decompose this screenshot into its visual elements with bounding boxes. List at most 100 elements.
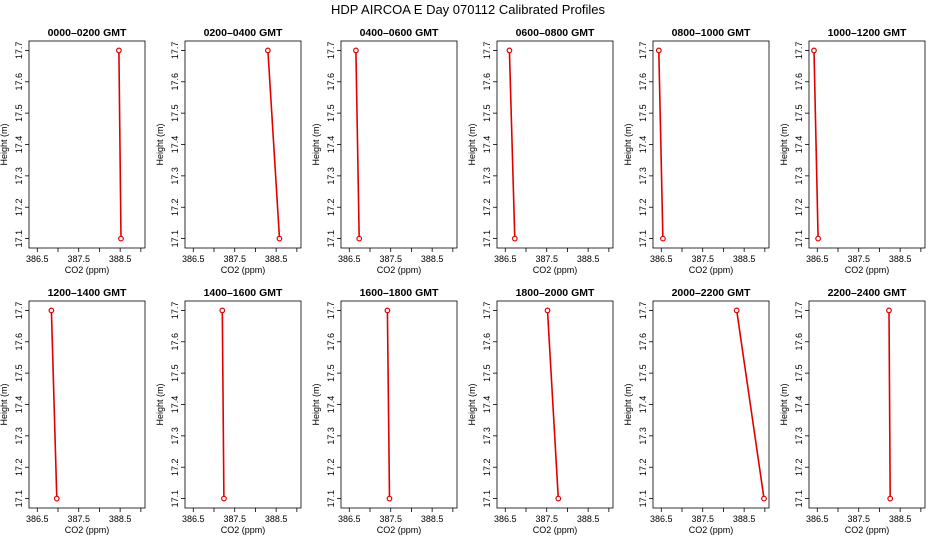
y-tick-label: 17.4 (482, 396, 492, 414)
y-tick-label: 17.3 (638, 427, 648, 445)
x-tick-label: 386.5 (182, 254, 205, 264)
co2-profile-point (118, 235, 124, 242)
x-tick-label: 387.5 (691, 254, 714, 264)
co2-profile-point (48, 307, 55, 314)
y-tick-label: 17.6 (638, 73, 648, 91)
co2-profile-point (506, 47, 513, 54)
y-axis-label: Height (m) (0, 383, 9, 425)
co2-profile-point (511, 235, 518, 242)
profile-panel: 1200–1400 GMT 17.1 17.2 17.3 17.4 17.5 17.6 17.… (0, 287, 146, 535)
co2-profile-point (53, 495, 60, 502)
y-tick-label: 17.6 (794, 333, 804, 351)
plot-frame (496, 300, 614, 509)
co2-profile-point (221, 495, 227, 502)
plot-frame (184, 40, 302, 249)
panel-title: 0800–1000 GMT (672, 27, 751, 39)
profile-panel: 0400–0600 GMT 17.1 17.2 17.3 17.4 17.5 17.6 17.… (311, 27, 458, 275)
profile-panel: 1800–2000 GMT 17.1 17.2 17.3 17.4 17.5 17.6 17.… (467, 287, 614, 535)
co2-profile-point (660, 235, 666, 242)
y-tick-label: 17.1 (794, 230, 804, 248)
y-tick-label: 17.7 (326, 302, 336, 320)
y-tick-label: 17.5 (638, 364, 648, 382)
profile-panel: 0200–0400 GMT 17.1 17.2 17.3 17.4 17.5 17.6 17.… (155, 27, 302, 275)
y-tick-label: 17.5 (482, 104, 492, 122)
y-tick-label: 17.4 (638, 396, 648, 414)
plot-frame (340, 300, 458, 509)
x-tick-label: 387.5 (379, 254, 402, 264)
x-tick-label: 386.5 (338, 254, 361, 264)
y-axis-label: Height (m) (155, 383, 165, 425)
y-tick-label: 17.2 (14, 458, 24, 476)
x-tick-label: 387.5 (223, 254, 246, 264)
y-axis-label: Height (m) (155, 123, 165, 165)
x-tick-label: 388.5 (577, 254, 600, 264)
y-tick-label: 17.6 (14, 73, 24, 91)
y-tick-label: 17.6 (326, 73, 336, 91)
x-tick-label: 386.5 (806, 254, 829, 264)
y-tick-label: 17.5 (794, 104, 804, 122)
x-tick-label: 387.5 (847, 514, 870, 524)
y-tick-label: 17.3 (170, 167, 180, 185)
profile-panel: 0600–0800 GMT 17.1 17.2 17.3 17.4 17.5 17.6 17.… (467, 27, 614, 275)
co2-profile-point (353, 47, 359, 54)
co2-profile-point (655, 47, 662, 54)
y-tick-label: 17.7 (482, 42, 492, 60)
plot-frame (652, 40, 770, 249)
co2-profile-line (386, 310, 391, 499)
y-tick-label: 17.2 (638, 458, 648, 476)
x-tick-label: 388.5 (109, 254, 132, 264)
y-tick-label: 17.6 (14, 333, 24, 351)
y-tick-label: 17.5 (326, 104, 336, 122)
panel-title: 2200–2400 GMT (828, 287, 907, 299)
x-tick-label: 388.5 (733, 254, 756, 264)
panel-title: 1400–1600 GMT (204, 287, 283, 299)
y-tick-label: 17.1 (482, 490, 492, 508)
y-tick-label: 17.3 (638, 167, 648, 185)
plot-frame (28, 300, 146, 509)
co2-profile-line (355, 50, 360, 239)
y-tick-label: 17.2 (482, 198, 492, 216)
x-tick-label: 388.5 (421, 254, 444, 264)
y-tick-label: 17.1 (482, 230, 492, 248)
profile-panel: 2000–2200 GMT 17.1 17.2 17.3 17.4 17.5 17.6 17.… (623, 287, 770, 535)
y-tick-label: 17.6 (482, 73, 492, 91)
y-tick-label: 17.7 (326, 42, 336, 60)
co2-profile-point (887, 495, 894, 502)
x-axis-label: CO2 (ppm) (377, 265, 422, 275)
x-tick-label: 388.5 (421, 514, 444, 524)
x-axis-label: CO2 (ppm) (377, 525, 422, 535)
y-tick-label: 17.1 (638, 230, 648, 248)
x-axis-label: CO2 (ppm) (65, 265, 110, 275)
co2-profile-point (555, 495, 562, 502)
x-tick-label: 387.5 (67, 514, 90, 524)
y-tick-label: 17.4 (170, 396, 180, 414)
x-tick-label: 386.5 (26, 254, 49, 264)
y-tick-label: 17.6 (170, 333, 180, 351)
y-tick-label: 17.3 (326, 427, 336, 445)
y-tick-label: 17.7 (638, 302, 648, 320)
x-axis-label: CO2 (ppm) (689, 265, 734, 275)
y-tick-label: 17.1 (326, 490, 336, 508)
y-tick-label: 17.7 (14, 42, 24, 60)
panel-title: 0200–0400 GMT (204, 27, 283, 39)
x-tick-label: 387.5 (379, 514, 402, 524)
panel-title: 1600–1800 GMT (360, 287, 439, 299)
y-axis-label: Height (m) (623, 123, 633, 165)
co2-profile-point (384, 307, 391, 314)
y-tick-label: 17.2 (794, 198, 804, 216)
x-tick-label: 387.5 (535, 254, 558, 264)
y-axis-label: Height (m) (779, 383, 789, 425)
y-tick-label: 17.2 (170, 458, 180, 476)
y-tick-label: 17.4 (14, 136, 24, 154)
y-tick-label: 17.7 (170, 42, 180, 60)
y-tick-label: 17.2 (794, 458, 804, 476)
y-tick-label: 17.4 (14, 396, 24, 414)
co2-profile-line (118, 50, 122, 239)
co2-profile-point (386, 495, 393, 502)
panel-title: 0600–0800 GMT (516, 27, 595, 39)
plot-frame (652, 300, 770, 509)
co2-profile-line (658, 50, 664, 239)
x-tick-label: 388.5 (889, 514, 912, 524)
co2-profile-point (811, 47, 817, 54)
